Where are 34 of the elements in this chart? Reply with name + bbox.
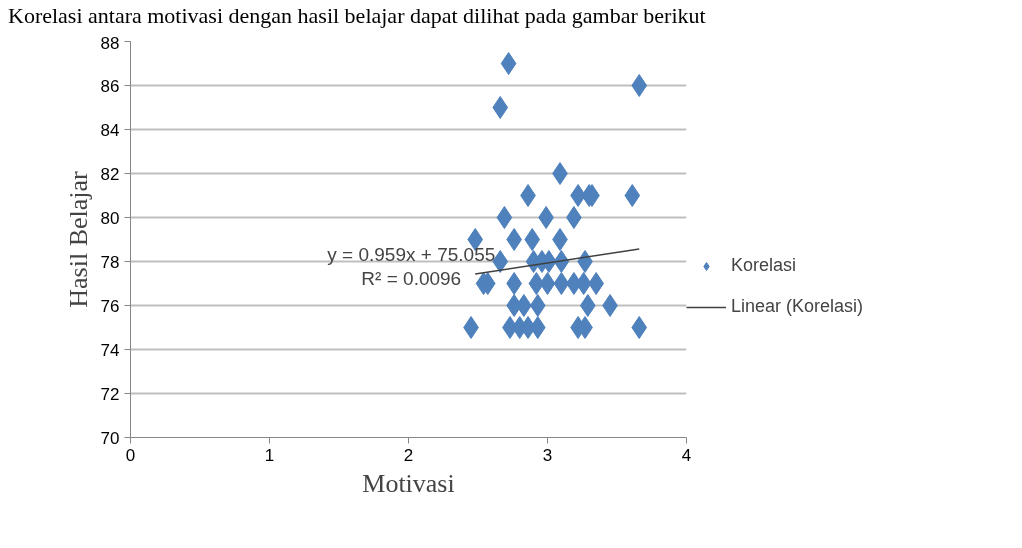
point [500,52,517,75]
x-tick-label: 1 [264,445,275,465]
point [529,294,546,317]
y-tick-label: 88 [100,33,120,53]
point [553,272,570,295]
x-axis-title: Motivasi [362,468,455,498]
y-tick-label: 74 [100,340,120,360]
point [539,272,556,295]
y-tick-label: 76 [100,296,120,316]
x-tick-label: 0 [125,445,136,465]
legend-label: Korelasi [731,255,797,276]
y-tick-label: 70 [100,428,120,448]
y-tick-label: 82 [100,164,120,184]
y-tick-label: 84 [100,120,120,140]
point [579,294,596,317]
point [624,184,641,207]
y-tick-label: 78 [100,252,120,272]
text: Korelasi antara motivasi dengan hasil belajar dapat dilihat pada gambar berikut [8,3,706,28]
legend-label: Linear (Korelasi) [731,296,864,317]
x-tick-label: 4 [681,445,692,465]
point [524,228,541,251]
x-tick-label: 2 [403,445,414,465]
y-tick-label: 72 [100,384,120,404]
y-tick-label: 86 [100,76,120,96]
point [631,316,648,339]
x-tick-label: 3 [542,445,553,465]
y-tick-label: 80 [100,208,120,228]
annotation: y = 0.959x + 75.055 [327,244,496,266]
point [528,272,545,295]
y-axis-title: Hasil Belajar [63,170,93,308]
point [492,96,509,119]
annotation: R² = 0.0096 [361,268,462,289]
point [496,206,513,229]
point [631,74,648,97]
